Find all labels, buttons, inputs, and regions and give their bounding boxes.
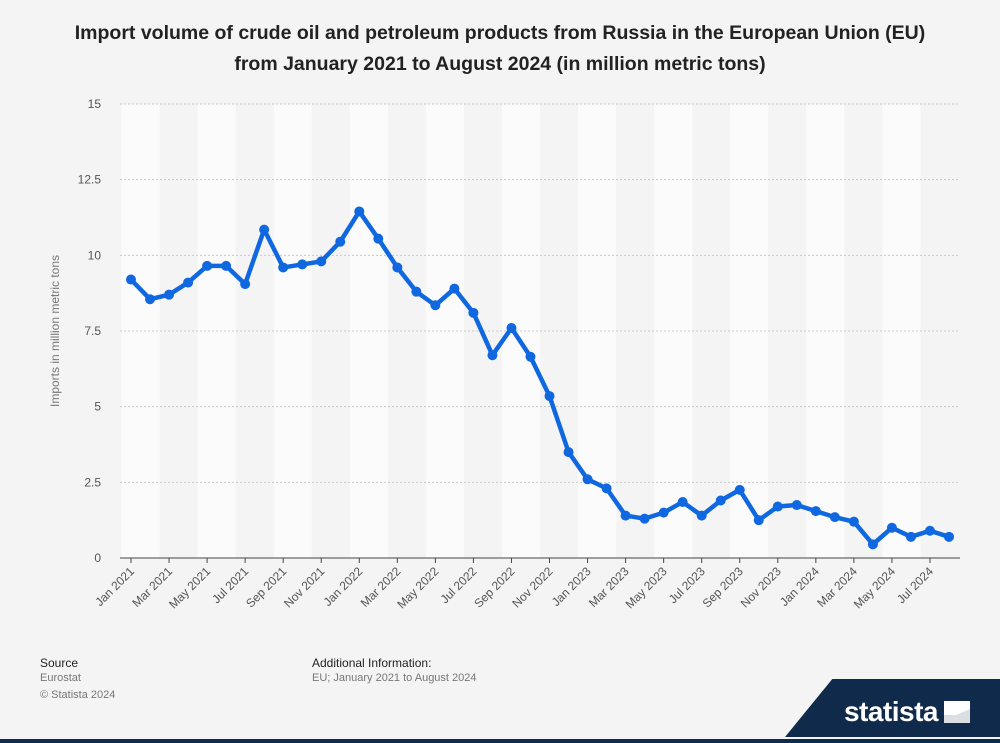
x-tick-label: Nov 2022 <box>509 564 555 610</box>
data-point[interactable] <box>715 495 726 506</box>
data-point[interactable] <box>696 510 707 521</box>
data-point[interactable] <box>164 289 175 300</box>
data-point[interactable] <box>924 525 935 536</box>
copyright: © Statista 2024 <box>40 689 116 701</box>
data-point[interactable] <box>335 236 346 247</box>
data-point[interactable] <box>126 274 136 285</box>
data-point[interactable] <box>354 206 365 217</box>
data-point[interactable] <box>411 286 422 297</box>
x-tick-label: Sep 2021 <box>243 564 289 610</box>
data-point[interactable] <box>886 522 897 533</box>
y-axis-ticks: 0 2.5 5 7.5 10 12.5 15 <box>78 97 102 565</box>
statista-wordmark: statista <box>843 696 939 727</box>
gridlines <box>120 103 960 483</box>
x-tick-label: Jul 2024 <box>894 564 936 606</box>
data-point[interactable] <box>734 484 745 495</box>
data-point[interactable] <box>658 507 669 518</box>
data-point[interactable] <box>449 283 460 294</box>
x-tick-label: May 2024 <box>851 564 898 611</box>
additional-info-value: EU; January 2021 to August 2024 <box>312 672 477 684</box>
data-point[interactable] <box>259 224 270 235</box>
additional-info-label: Additional Information: <box>312 656 432 670</box>
data-point[interactable] <box>753 515 764 526</box>
y-tick-label: 2.5 <box>84 475 101 489</box>
data-point[interactable] <box>316 256 327 267</box>
data-point[interactable] <box>297 259 308 270</box>
source-label: Source <box>40 656 79 670</box>
data-point[interactable] <box>202 260 213 271</box>
data-point[interactable] <box>867 539 878 550</box>
x-tick-label: May 2022 <box>394 564 441 611</box>
source-value[interactable]: Eurostat <box>40 672 81 684</box>
data-point[interactable] <box>905 531 916 542</box>
data-point[interactable] <box>373 233 384 244</box>
data-point[interactable] <box>677 497 688 508</box>
data-point[interactable] <box>468 307 479 318</box>
data-point[interactable] <box>392 262 403 273</box>
data-point[interactable] <box>829 512 840 523</box>
y-tick-label: 7.5 <box>84 324 101 338</box>
data-point[interactable] <box>791 500 802 511</box>
data-point[interactable] <box>601 483 612 494</box>
x-tick-label: Sep 2022 <box>471 564 517 610</box>
x-tick-label: May 2021 <box>166 564 213 611</box>
x-tick-label: May 2023 <box>623 564 670 611</box>
chart-title: Import volume of crude oil and petroleum… <box>74 22 926 75</box>
data-point[interactable] <box>810 506 821 517</box>
data-point[interactable] <box>544 391 555 402</box>
data-point[interactable] <box>183 277 194 288</box>
data-point[interactable] <box>582 474 593 485</box>
y-tick-label: 5 <box>94 400 101 414</box>
data-point[interactable] <box>221 260 232 271</box>
data-point[interactable] <box>240 279 251 290</box>
y-tick-label: 10 <box>88 248 102 262</box>
y-tick-label: 0 <box>94 551 101 565</box>
data-points <box>126 206 954 550</box>
data-point[interactable] <box>772 501 783 512</box>
y-axis-label: Imports in million metric tons <box>48 255 62 407</box>
data-point[interactable] <box>278 262 289 273</box>
x-tick-label: Sep 2023 <box>700 564 746 610</box>
data-point[interactable] <box>145 294 156 305</box>
x-tick-label: Nov 2023 <box>738 564 784 610</box>
bottom-accent-bar <box>0 739 1000 743</box>
data-point[interactable] <box>563 447 574 458</box>
data-point[interactable] <box>487 350 498 361</box>
data-point[interactable] <box>506 322 517 333</box>
x-tick-label: Nov 2021 <box>281 564 327 610</box>
data-point[interactable] <box>620 510 631 521</box>
data-point[interactable] <box>639 513 650 524</box>
data-point[interactable] <box>944 531 954 542</box>
y-tick-label: 12.5 <box>78 173 102 187</box>
data-point[interactable] <box>848 516 859 527</box>
data-point[interactable] <box>430 300 441 311</box>
statista-logo-icon <box>944 701 970 723</box>
y-tick-label: 15 <box>88 97 102 111</box>
data-point[interactable] <box>525 351 536 362</box>
